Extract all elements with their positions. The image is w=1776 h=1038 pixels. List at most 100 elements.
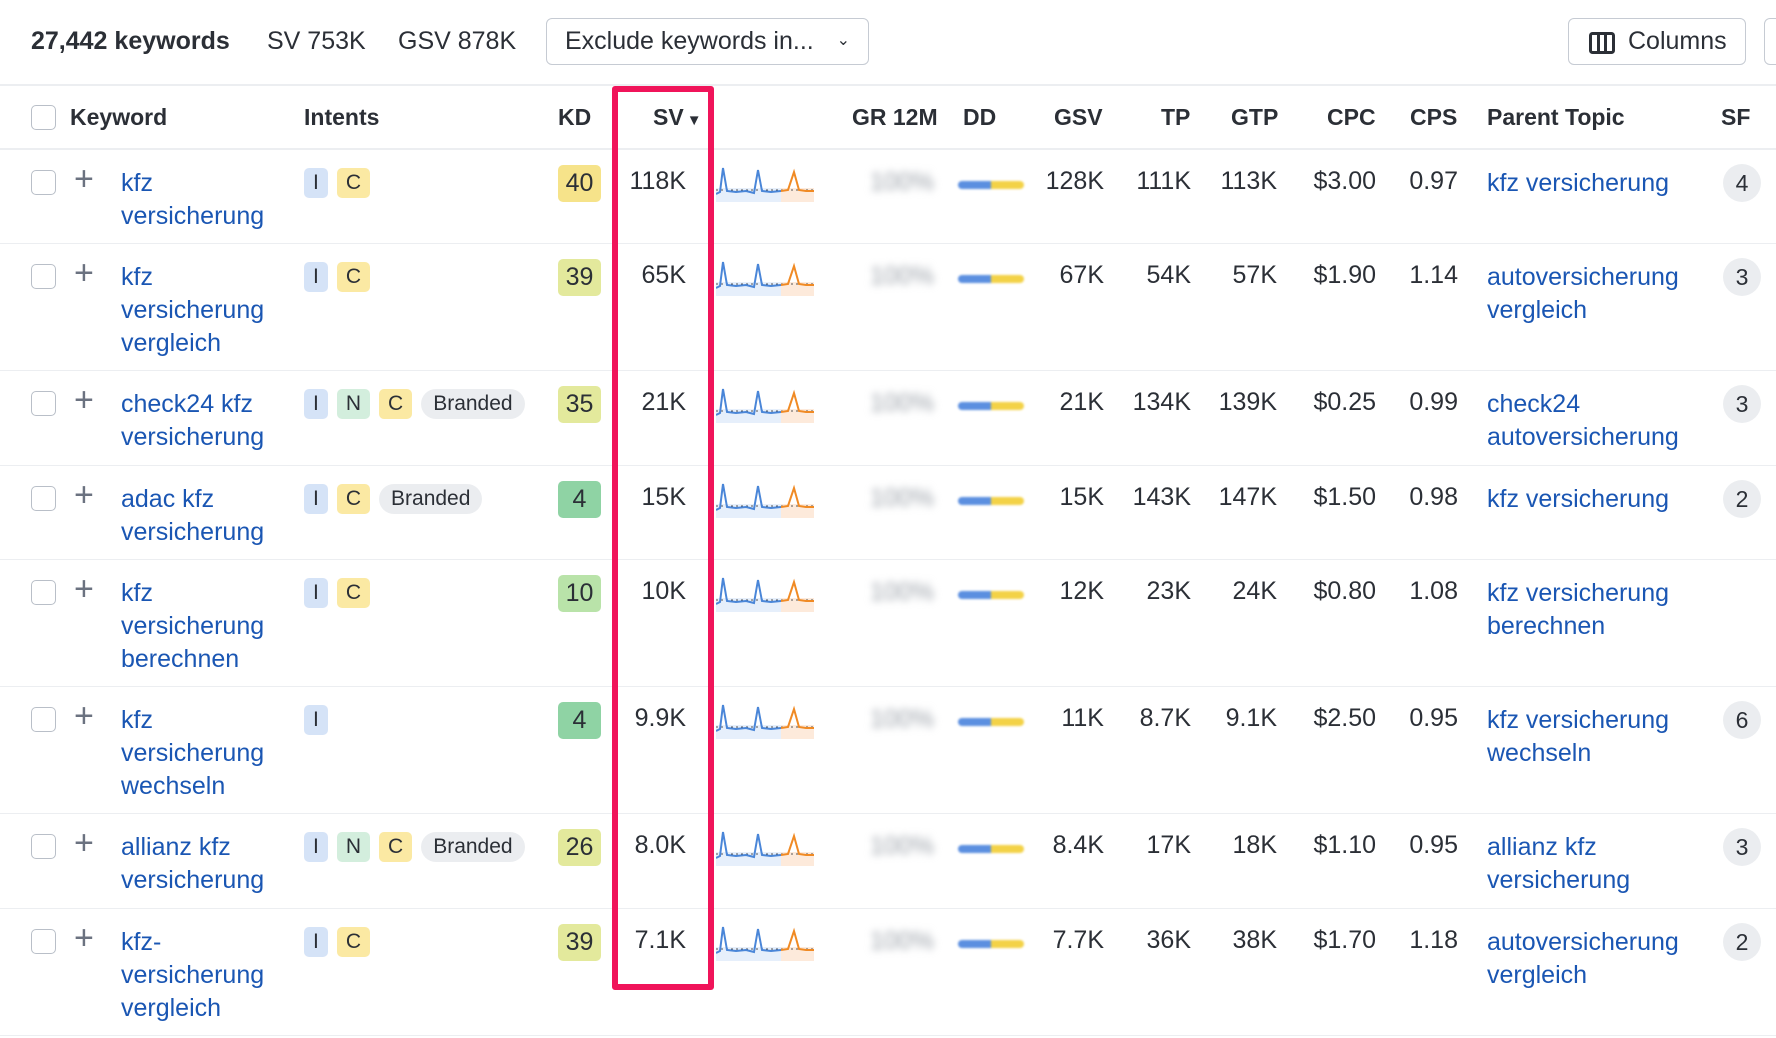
- intents-cell: I N C Branded: [304, 832, 534, 862]
- keyword-link[interactable]: kfz versicherung wechseln: [121, 706, 265, 800]
- add-to-list-icon[interactable]: +: [74, 919, 94, 957]
- keyword-link[interactable]: kfz versicherung: [121, 169, 265, 230]
- gtp-value: 57K: [1232, 261, 1277, 289]
- table-row: + check24 kfz versicherung I N C Branded 35 21K…: [0, 371, 1776, 466]
- row-checkbox[interactable]: [31, 834, 56, 859]
- dd-distribution-bar: [958, 275, 1024, 283]
- sv-trend-sparkline: [716, 167, 814, 202]
- add-to-list-icon[interactable]: +: [74, 254, 94, 292]
- gtp-value: 38K: [1232, 926, 1277, 954]
- intent-tag-c: C: [336, 578, 371, 608]
- add-to-list-icon[interactable]: +: [74, 476, 94, 514]
- sf-count-badge[interactable]: 6: [1723, 701, 1761, 739]
- sf-count-badge[interactable]: 2: [1723, 480, 1761, 518]
- col-gtp[interactable]: GTP: [1231, 104, 1279, 130]
- col-keyword[interactable]: Keyword: [70, 104, 168, 130]
- keyword-link[interactable]: kfz versicherung berechnen: [121, 579, 265, 673]
- parent-topic-link[interactable]: kfz versicherung berechnen: [1487, 579, 1670, 640]
- parent-topic-link[interactable]: kfz versicherung: [1487, 169, 1670, 197]
- summary-bar: 27,442 keywords SV 753K GSV 878K Exclude…: [0, 0, 1776, 86]
- table-row: + kfz versicherung I C 40 118K 128K 111K 113K $3.…: [0, 150, 1776, 244]
- table-row: + allianz kfz versicherung I N C Branded 26 8.0…: [0, 814, 1776, 909]
- dd-distribution-bar: [958, 940, 1024, 948]
- sf-count-badge[interactable]: 3: [1723, 258, 1761, 296]
- gr-12m-value: 100%: [870, 262, 934, 290]
- row-checkbox[interactable]: [31, 486, 56, 511]
- gtp-value: 139K: [1218, 388, 1277, 416]
- col-kd[interactable]: KD: [558, 104, 592, 130]
- more-button[interactable]: [1764, 18, 1776, 65]
- parent-topic-link[interactable]: allianz kfz versicherung: [1487, 833, 1631, 894]
- intent-tag-i: I: [304, 705, 328, 735]
- cpc-value: $1.90: [1313, 261, 1376, 289]
- sv-value: 21K: [641, 388, 686, 416]
- add-to-list-icon[interactable]: +: [74, 824, 94, 862]
- intent-tag-i: I: [304, 262, 328, 292]
- kd-badge: 39: [558, 259, 601, 296]
- intent-tag-i: I: [304, 578, 328, 608]
- sf-count-badge[interactable]: 3: [1723, 828, 1761, 866]
- col-sv[interactable]: SV ▼: [653, 104, 702, 131]
- keyword-link[interactable]: adac kfz versicherung: [121, 485, 265, 546]
- parent-topic-link[interactable]: autoversicherung vergleich: [1487, 928, 1679, 989]
- sv-value: 15K: [641, 483, 686, 511]
- gr-12m-value: 100%: [870, 484, 934, 512]
- parent-topic-link[interactable]: autoversicherung vergleich: [1487, 263, 1679, 324]
- cpc-value: $1.70: [1313, 926, 1376, 954]
- col-sf[interactable]: SF: [1721, 104, 1751, 130]
- col-parent-topic[interactable]: Parent Topic: [1487, 104, 1625, 130]
- intents-cell: I C Branded: [304, 484, 491, 514]
- sv-value: 7.1K: [634, 926, 686, 954]
- add-to-list-icon[interactable]: +: [74, 697, 94, 735]
- gr-12m-value: 100%: [870, 927, 934, 955]
- table-row: + kfz versicherung berechnen I C 10 10K 12K 23K…: [0, 560, 1776, 687]
- parent-topic-link[interactable]: kfz versicherung: [1487, 485, 1670, 513]
- exclude-keywords-dropdown[interactable]: Exclude keywords in... ⌄: [546, 18, 869, 65]
- sf-count-badge[interactable]: 2: [1723, 923, 1761, 961]
- col-gr-12m[interactable]: GR 12M: [852, 104, 938, 130]
- keyword-link[interactable]: allianz kfz versicherung: [121, 833, 265, 894]
- col-dd[interactable]: DD: [963, 104, 997, 130]
- tp-value: 134K: [1132, 388, 1191, 416]
- gsv-total: GSV 878K: [398, 27, 517, 55]
- cpc-value: $0.80: [1313, 577, 1376, 605]
- dd-distribution-bar: [958, 181, 1024, 189]
- cpc-value: $3.00: [1313, 167, 1376, 195]
- col-gsv[interactable]: GSV: [1054, 104, 1103, 130]
- table-row: + kfz versicherung vergleich I C 39 65K 67K 54K…: [0, 244, 1776, 371]
- row-checkbox[interactable]: [31, 707, 56, 732]
- parent-topic-link[interactable]: check24 autoversicherung: [1487, 390, 1679, 451]
- exclude-keywords-label: Exclude keywords in...: [565, 27, 814, 55]
- sf-count-badge[interactable]: 4: [1723, 164, 1761, 202]
- row-checkbox[interactable]: [31, 264, 56, 289]
- gsv-value: 12K: [1059, 577, 1104, 605]
- keyword-link[interactable]: kfz-versicherung vergleich: [121, 928, 265, 1022]
- col-cps[interactable]: CPS: [1410, 104, 1458, 130]
- row-checkbox[interactable]: [31, 929, 56, 954]
- add-to-list-icon[interactable]: +: [74, 570, 94, 608]
- select-all-checkbox[interactable]: [31, 105, 56, 130]
- columns-button[interactable]: Columns: [1568, 18, 1746, 65]
- gsv-value: 11K: [1061, 704, 1104, 732]
- sf-count-badge[interactable]: 3: [1723, 385, 1761, 423]
- row-checkbox[interactable]: [31, 391, 56, 416]
- intents-cell: I: [304, 705, 337, 735]
- dd-distribution-bar: [958, 591, 1024, 599]
- intent-tag-c: C: [379, 832, 413, 862]
- dd-distribution-bar: [958, 402, 1024, 410]
- row-checkbox[interactable]: [31, 580, 56, 605]
- row-checkbox[interactable]: [31, 170, 56, 195]
- keyword-link[interactable]: kfz versicherung vergleich: [121, 263, 265, 357]
- cps-value: 0.97: [1409, 167, 1458, 195]
- keyword-link[interactable]: check24 kfz versicherung: [121, 390, 265, 451]
- parent-topic-link[interactable]: kfz versicherung wechseln: [1487, 706, 1670, 767]
- col-cpc[interactable]: CPC: [1327, 104, 1376, 130]
- sv-trend-sparkline: [716, 831, 814, 866]
- add-to-list-icon[interactable]: +: [74, 381, 94, 419]
- tp-value: 111K: [1136, 167, 1191, 195]
- intent-tag-n: N: [336, 389, 371, 419]
- add-to-list-icon[interactable]: +: [74, 160, 94, 198]
- col-tp[interactable]: TP: [1161, 104, 1191, 130]
- col-intents[interactable]: Intents: [304, 104, 380, 130]
- table-header: Keyword Intents KD SV ▼ GR 12M DD GSV TP …: [0, 88, 1776, 150]
